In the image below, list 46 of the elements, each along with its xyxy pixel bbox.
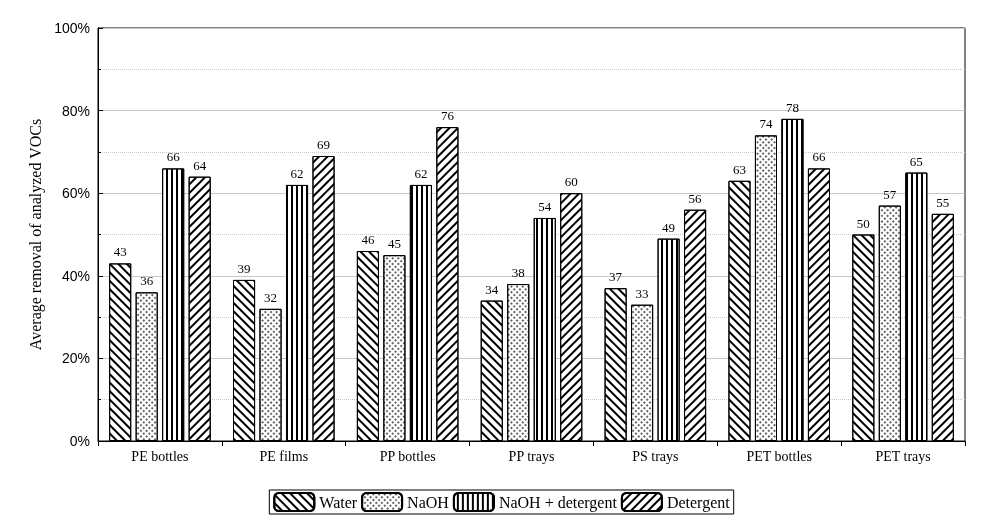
- data-label: 74: [759, 116, 773, 132]
- data-label: 54: [538, 198, 552, 214]
- legend-label: Water: [319, 493, 358, 511]
- y-tick-label: 20%: [61, 350, 90, 367]
- data-label: 43: [113, 244, 127, 260]
- data-label: 64: [193, 157, 207, 173]
- y-tick-label: 80%: [61, 102, 90, 119]
- data-label: 63: [732, 161, 746, 177]
- data-label: 57: [883, 186, 897, 202]
- data-label: 76: [440, 108, 455, 124]
- x-tick-label: PP trays: [508, 448, 555, 464]
- legend-label: Detergent: [666, 493, 731, 512]
- y-axis-title: Average removal of analyzed VOCs: [26, 118, 45, 351]
- data-label: 46: [361, 232, 375, 248]
- x-tick-label: PE films: [259, 448, 309, 464]
- data-label: 33: [635, 285, 649, 301]
- y-tick-label: 60%: [61, 185, 90, 202]
- x-tick-label: PS trays: [632, 448, 679, 464]
- data-label: 50: [856, 215, 870, 231]
- legend-label: NaOH + detergent: [498, 493, 618, 512]
- x-tick-label: PET trays: [875, 448, 931, 464]
- x-tick-label: PET bottles: [746, 448, 812, 464]
- data-label: 78: [785, 99, 799, 115]
- data-label: 34: [485, 281, 499, 297]
- data-label: 60: [564, 174, 578, 190]
- data-label: 39: [237, 260, 251, 276]
- legend-label: NaOH: [407, 493, 450, 511]
- data-label: 32: [264, 289, 278, 305]
- data-label: 49: [662, 219, 676, 235]
- data-label: 65: [909, 153, 923, 169]
- data-label: 66: [812, 149, 826, 165]
- data-label: 36: [140, 273, 154, 289]
- y-tick-label: 40%: [61, 267, 90, 284]
- data-label: 62: [414, 165, 428, 181]
- x-tick-label: PE bottles: [131, 448, 189, 464]
- data-label: 55: [936, 194, 950, 210]
- data-label: 38: [511, 265, 525, 281]
- y-tick-label: 0%: [69, 433, 90, 449]
- data-label: 66: [166, 149, 181, 165]
- data-label: 69: [317, 137, 331, 153]
- data-label: 56: [688, 190, 703, 206]
- data-label: 45: [387, 236, 401, 252]
- x-tick-label: PP bottles: [379, 448, 436, 464]
- y-tick-label: 100%: [54, 20, 90, 36]
- data-label: 62: [290, 165, 304, 181]
- data-label: 37: [609, 269, 623, 285]
